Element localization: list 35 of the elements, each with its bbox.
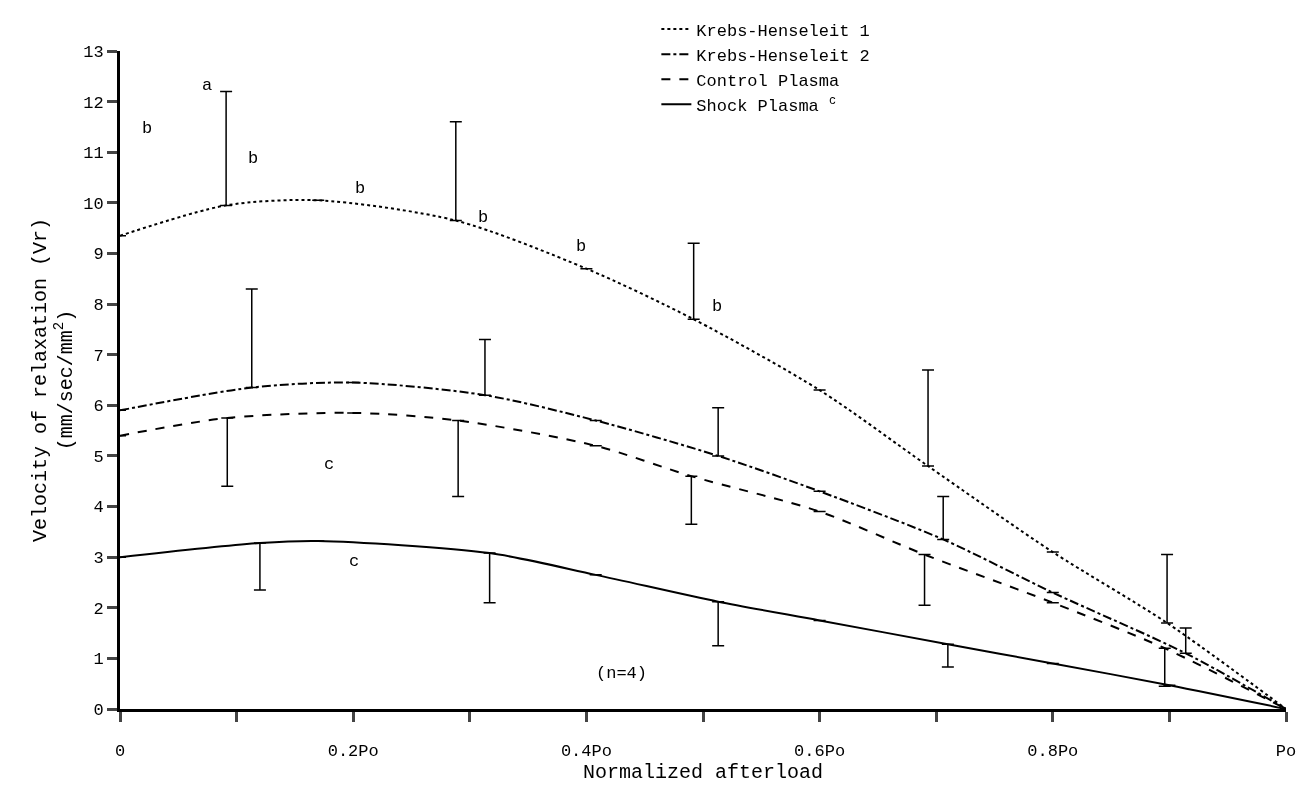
x-axis-title: Normalized afterload	[582, 761, 824, 785]
y-tick-label: 9	[93, 245, 104, 265]
annotation: b	[576, 237, 587, 256]
y-tick-label: 3	[93, 549, 104, 569]
legend-label: Krebs-Henseleit 2	[696, 46, 870, 66]
y-tick-label: 6	[93, 397, 104, 417]
annotation: c	[324, 455, 335, 474]
legend-label: Control Plasma	[696, 71, 840, 91]
annotation: b	[142, 119, 153, 138]
y-tick-label: 0	[93, 700, 104, 720]
y-tick-label: 13	[83, 42, 104, 62]
annotation: a	[202, 76, 213, 95]
y-tick-label: 7	[93, 346, 104, 366]
annotation: (n=4)	[596, 664, 648, 683]
y-tick-label: 10	[83, 194, 104, 214]
legend-label: Krebs-Henseleit 1	[696, 21, 870, 41]
annotation: b	[355, 179, 366, 198]
y-tick-label: 2	[93, 599, 104, 619]
annotation: c	[349, 552, 360, 571]
annotation: b	[712, 297, 723, 316]
x-tick-label: Po	[1275, 742, 1297, 762]
x-tick-label: 0.4Po	[560, 742, 612, 762]
annotation: b	[478, 208, 489, 227]
annotation: b	[248, 149, 259, 168]
x-tick-label: 0.8Po	[1027, 742, 1079, 762]
y-tick-label: 4	[93, 498, 104, 518]
y-tick-label: 11	[83, 144, 104, 164]
y-tick-label: 8	[93, 296, 104, 316]
x-tick-label: 0	[114, 742, 126, 762]
legend-label: Shock Plasma $^{c}$	[696, 93, 837, 116]
y-tick-label: 5	[93, 447, 104, 467]
y-tick-label: 1	[93, 650, 104, 670]
x-tick-label: 0.2Po	[327, 742, 379, 762]
x-tick-label: 0.6Po	[794, 742, 846, 762]
y-tick-label: 12	[83, 93, 104, 113]
